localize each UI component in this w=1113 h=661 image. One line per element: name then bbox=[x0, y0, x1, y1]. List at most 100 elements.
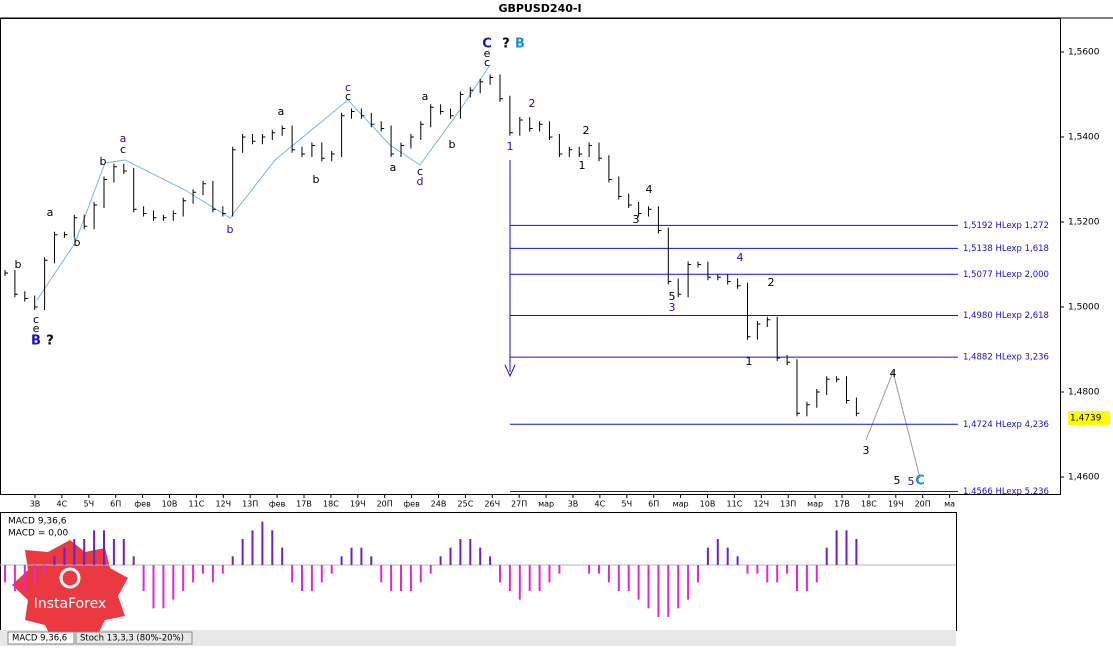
price-bar bbox=[113, 163, 117, 183]
price-bar bbox=[162, 214, 167, 221]
x-tick-label: 20П bbox=[915, 500, 931, 509]
wave-label: c bbox=[345, 81, 351, 94]
price-bar bbox=[459, 91, 464, 119]
price-bar bbox=[816, 389, 820, 408]
wave-label: b bbox=[313, 173, 320, 186]
x-tick-label: 19Ч bbox=[350, 500, 366, 509]
price-bar bbox=[539, 121, 543, 132]
price-bar bbox=[440, 104, 444, 115]
x-tick-label: фев bbox=[403, 500, 420, 509]
price-bar bbox=[747, 282, 751, 340]
price-bar bbox=[153, 210, 157, 221]
price-bar bbox=[469, 87, 474, 98]
price-bar bbox=[133, 168, 137, 213]
x-tick-label: 24В bbox=[431, 500, 447, 509]
tab bbox=[7, 631, 75, 645]
price-bar bbox=[192, 189, 197, 204]
x-tick-label: 3В bbox=[568, 500, 579, 509]
x-tick-label: 13П bbox=[780, 500, 796, 509]
price-bar bbox=[776, 316, 781, 361]
price-bar bbox=[578, 146, 583, 157]
price-bar bbox=[667, 227, 672, 285]
x-tick-label: 13П bbox=[242, 500, 258, 509]
price-bar bbox=[83, 214, 88, 230]
price-bar bbox=[311, 142, 315, 157]
wave-label: ? bbox=[46, 334, 54, 349]
price-bar bbox=[380, 121, 385, 132]
price-bar bbox=[756, 321, 761, 340]
price-bar bbox=[331, 151, 335, 162]
tab-label: MACD 9,36,6 bbox=[12, 634, 67, 644]
price-bar bbox=[786, 355, 791, 366]
price-bar bbox=[519, 117, 523, 136]
price-bar bbox=[212, 180, 216, 213]
price-bar bbox=[390, 125, 395, 157]
wave-label: 4 bbox=[646, 183, 653, 196]
price-bar bbox=[281, 125, 286, 136]
level-label: 1,4566 HLexp 5,236 bbox=[963, 487, 1049, 497]
wave-label: b bbox=[227, 223, 234, 236]
logo-icon bbox=[59, 567, 81, 589]
wave-label: 5 bbox=[894, 474, 901, 487]
x-tick-label: 5Ч bbox=[622, 500, 633, 509]
price-bar bbox=[202, 180, 206, 196]
arrow-head bbox=[504, 364, 516, 378]
logo-badge bbox=[12, 540, 128, 645]
wave-label: 3 bbox=[863, 444, 870, 457]
price-bar bbox=[766, 316, 771, 327]
wave-label: 1 bbox=[507, 140, 514, 153]
wave-lines bbox=[36, 64, 491, 301]
wave-label: 4 bbox=[737, 251, 744, 264]
x-tick-label: 12Ч bbox=[753, 500, 769, 509]
wave-label: C bbox=[915, 474, 925, 489]
price-bar bbox=[727, 274, 731, 285]
tab bbox=[75, 631, 193, 645]
price-bar bbox=[34, 295, 38, 310]
x-tick-label: мар bbox=[538, 500, 554, 509]
level-label: 1,5192 HLexp 1,272 bbox=[963, 221, 1049, 231]
x-tick-label: 11С bbox=[189, 500, 205, 509]
wave-label: 2 bbox=[529, 97, 536, 110]
price-bar bbox=[657, 206, 662, 234]
x-tick-label: 10В bbox=[700, 500, 716, 509]
price-bar bbox=[370, 112, 375, 128]
price-bar bbox=[450, 108, 454, 119]
price-bar bbox=[529, 117, 533, 132]
wave-label: 3 bbox=[669, 301, 676, 314]
x-tick-label: 12Ч bbox=[215, 500, 231, 509]
macd-title: MACD 9,36,6 bbox=[8, 517, 67, 527]
price-bar bbox=[648, 206, 652, 217]
price-bar bbox=[143, 206, 147, 217]
wave-label: B bbox=[515, 37, 525, 52]
wave-label: ? bbox=[502, 37, 510, 52]
price-bar bbox=[806, 401, 810, 417]
price-bar bbox=[73, 214, 78, 238]
x-tick-label: 6П bbox=[110, 500, 121, 509]
wave-label: e bbox=[33, 322, 40, 335]
price-bar bbox=[44, 257, 48, 310]
price-bar bbox=[707, 261, 711, 281]
x-tick-label: 20П bbox=[377, 500, 393, 509]
wave-label: 1 bbox=[579, 159, 586, 172]
price-bar bbox=[103, 176, 107, 208]
wave-label: c bbox=[120, 143, 126, 156]
price-bar bbox=[63, 231, 68, 238]
wave-label: b bbox=[74, 236, 81, 249]
logo-text: InstaForex bbox=[34, 596, 107, 612]
wave-label: a bbox=[422, 90, 429, 103]
price-bar bbox=[232, 146, 236, 217]
price-bar bbox=[430, 104, 434, 128]
price-bar bbox=[93, 202, 98, 230]
price-bar bbox=[737, 278, 741, 289]
x-tick-label: 25С bbox=[458, 500, 474, 509]
price-bar bbox=[410, 134, 414, 149]
x-tick-label: фев bbox=[269, 500, 286, 509]
price-bar bbox=[54, 231, 58, 264]
level-label: 1,5077 HLexp 2,000 bbox=[963, 270, 1049, 280]
price-bar bbox=[717, 274, 721, 281]
wave-label: B bbox=[31, 334, 41, 349]
price-bar bbox=[24, 291, 28, 302]
x-tick-label: 6П bbox=[648, 500, 659, 509]
